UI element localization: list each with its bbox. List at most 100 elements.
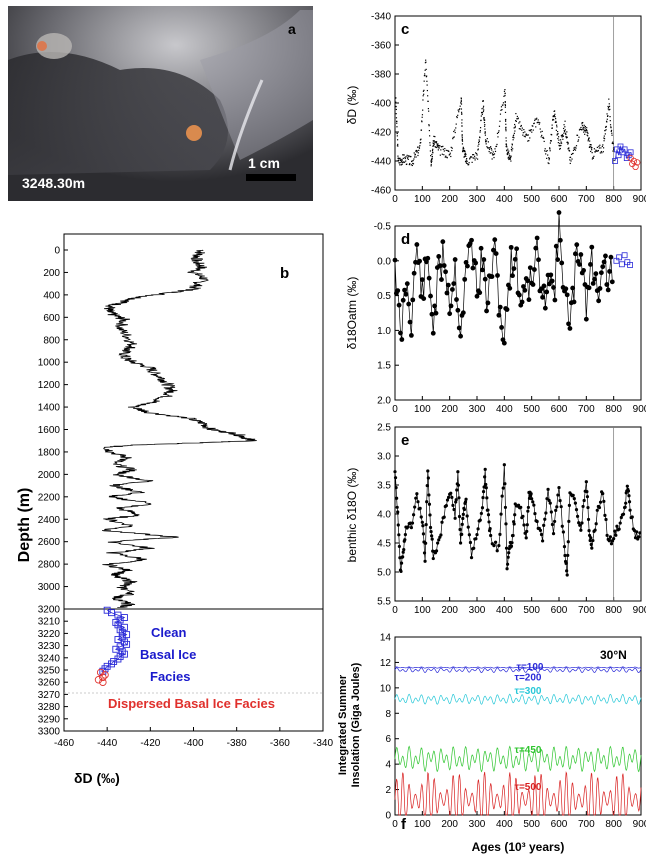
dD-point [439,154,441,156]
d18Oatm-point [525,278,530,284]
dD-point [482,110,485,112]
tick-label-y-b: 400 [43,290,60,301]
dD-point [473,157,475,159]
d18Oatm-point [491,247,496,253]
benthic-point [506,562,510,566]
d18Oatm-point [563,286,569,292]
benthic-point [401,555,405,559]
benthic-point [425,500,429,504]
benthic-point [590,546,594,550]
dD-point [592,156,594,159]
benthic-point [505,567,509,571]
dD-point [433,144,435,146]
d18Oatm-point [404,281,410,287]
benthic-point [460,522,464,527]
benthic-point [577,521,581,525]
dD-point [486,146,488,148]
benthic-point [478,518,482,522]
dD-point [468,162,470,164]
panel-b-letter: b [280,265,289,282]
dD-point [402,157,404,159]
dD-point [557,133,559,135]
dD-point [402,154,404,156]
dD-point [555,121,557,123]
dD-point [590,146,592,148]
dD-point [499,113,502,115]
dD-point [478,140,480,142]
dD-point [577,140,579,142]
dD-point [510,160,512,162]
clean-facies-point [116,626,124,634]
dD-point [491,153,494,155]
annotation-facies: Facies [150,669,190,684]
dD-point [572,152,574,155]
dD-point [545,150,547,152]
dD-point [587,132,589,134]
d18Oatm-point [463,259,469,265]
dD-point [527,134,529,136]
dD-point [490,146,492,148]
dD-point [435,146,437,148]
benthic-point [612,537,616,541]
dD-point [498,125,501,127]
benthic-point [609,542,614,546]
tick-label-x-e: 200 [441,605,458,616]
dD-point [520,124,522,127]
benthic-point [466,525,470,529]
tick-label-y-e: 3.0 [377,452,391,463]
d18Oatm-point [473,260,479,266]
benthic-point [594,522,598,526]
dD-point [529,130,531,132]
dD-point [567,148,569,150]
d18Oatm-point [428,293,433,299]
dD-point [460,101,462,103]
benthic-point [429,530,433,534]
d18Oatm-point [597,286,603,291]
benthic-point [539,532,544,537]
d18Oatm-point [469,237,474,243]
dD-point [420,142,422,144]
tick-label-y-b: 3290 [38,714,61,725]
benthic-point [602,499,606,503]
benthic-point [457,514,462,519]
dD-point [418,147,421,149]
tick-label-x-f: 100 [414,819,431,830]
dD-point [611,132,613,134]
d18Oatm-point [590,281,596,286]
dD-point [548,159,550,161]
particle-center [186,125,202,141]
dD-point [416,146,419,148]
dD-point [437,144,440,147]
benthic-point [587,529,591,533]
dD-point [395,101,397,103]
dD-point [603,140,605,142]
dD-point [460,102,462,104]
benthic-point [512,522,516,526]
dD-point [504,106,506,108]
dD-point [479,129,481,132]
benthic-point [493,540,498,544]
benthic-point [621,512,626,516]
dD-point [502,102,505,104]
dD-point [460,98,462,100]
dD-point [607,115,609,117]
clean-facies-point [103,662,111,670]
d18Oatm-point [521,284,526,289]
d18Oatm-point [564,292,570,298]
dD-point [406,154,408,156]
dD-point [463,148,465,150]
dD-point [415,149,418,152]
dD-point [569,162,571,165]
dD-point [483,109,485,111]
dD-point [609,124,612,126]
dD-point [452,136,454,139]
dD-point [505,120,507,122]
dD-point [494,150,497,153]
dD-point [508,158,510,161]
dD-point [477,149,479,151]
dD-point [593,155,595,157]
dD-point [505,118,507,121]
benthic-point [460,532,464,536]
d18Oatm-point [495,273,500,278]
dD-point [421,121,423,123]
